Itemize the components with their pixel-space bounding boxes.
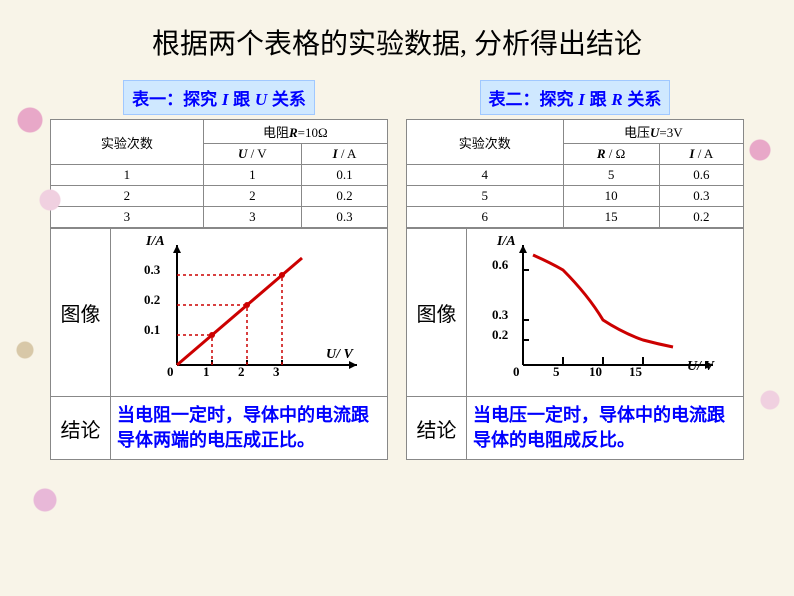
image-label: 图像 — [51, 229, 111, 397]
left-chart: I/A U/ V 0.1 0.2 0.3 0 1 2 3 — [111, 229, 388, 397]
ytick: 0.1 — [144, 322, 160, 338]
ytick: 0.2 — [492, 327, 508, 343]
data-row: 6150.2 — [407, 207, 744, 228]
right-caption: 表二：探究 I 跟 R 关系 — [480, 80, 671, 115]
col-u: U / V — [203, 144, 301, 165]
xtick: 15 — [629, 364, 642, 380]
left-panel: 表一：探究 I 跟 U 关系 实验次数 电阻R=10Ω U / V I / A … — [50, 80, 388, 460]
y-axis-label: I/A — [497, 234, 516, 250]
ytick: 0.6 — [492, 257, 508, 273]
x-axis-label: U/ V — [326, 347, 353, 363]
right-result-table: 图像 — [406, 228, 744, 460]
ytick: 0.2 — [144, 292, 160, 308]
col-condition: 电阻R=10Ω — [203, 120, 387, 144]
left-caption: 表一：探究 I 跟 U 关系 — [123, 80, 315, 115]
col-exp-num: 实验次数 — [51, 120, 204, 165]
origin: 0 — [167, 364, 174, 380]
data-row: 110.1 — [51, 165, 388, 186]
data-row: 450.6 — [407, 165, 744, 186]
data-row: 220.2 — [51, 186, 388, 207]
xtick: 1 — [203, 364, 210, 380]
x-axis-label: U/ V — [687, 359, 714, 375]
content-row: 表一：探究 I 跟 U 关系 实验次数 电阻R=10Ω U / V I / A … — [0, 80, 794, 460]
data-row: 330.3 — [51, 207, 388, 228]
left-result-table: 图像 — [50, 228, 388, 460]
conclusion-label: 结论 — [51, 397, 111, 460]
col-i: I / A — [659, 144, 743, 165]
xtick: 3 — [273, 364, 280, 380]
xtick: 10 — [589, 364, 602, 380]
xtick: 5 — [553, 364, 560, 380]
col-condition: 电压U=3V — [563, 120, 743, 144]
page-title: 根据两个表格的实验数据, 分析得出结论 — [0, 0, 794, 80]
conclusion-label: 结论 — [407, 397, 467, 460]
y-axis-label: I/A — [146, 234, 165, 250]
left-conclusion: 当电阻一定时，导体中的电流跟导体两端的电压成正比。 — [111, 397, 388, 460]
data-row: 5100.3 — [407, 186, 744, 207]
ytick: 0.3 — [492, 307, 508, 323]
right-data-table: 实验次数 电压U=3V R / Ω I / A 450.6 5100.3 615… — [406, 119, 744, 228]
xtick: 2 — [238, 364, 245, 380]
right-conclusion: 当电压一定时，导体中的电流跟导体的电阻成反比。 — [467, 397, 744, 460]
col-exp-num: 实验次数 — [407, 120, 564, 165]
right-panel: 表二：探究 I 跟 R 关系 实验次数 电压U=3V R / Ω I / A 4… — [406, 80, 744, 460]
col-i: I / A — [302, 144, 388, 165]
left-data-table: 实验次数 电阻R=10Ω U / V I / A 110.1 220.2 330… — [50, 119, 388, 228]
ytick: 0.3 — [144, 262, 160, 278]
origin: 0 — [513, 364, 520, 380]
image-label: 图像 — [407, 229, 467, 397]
right-chart: I/A U/ V 0.2 0.3 0.6 0 5 10 15 — [467, 229, 744, 397]
col-r: R / Ω — [563, 144, 659, 165]
